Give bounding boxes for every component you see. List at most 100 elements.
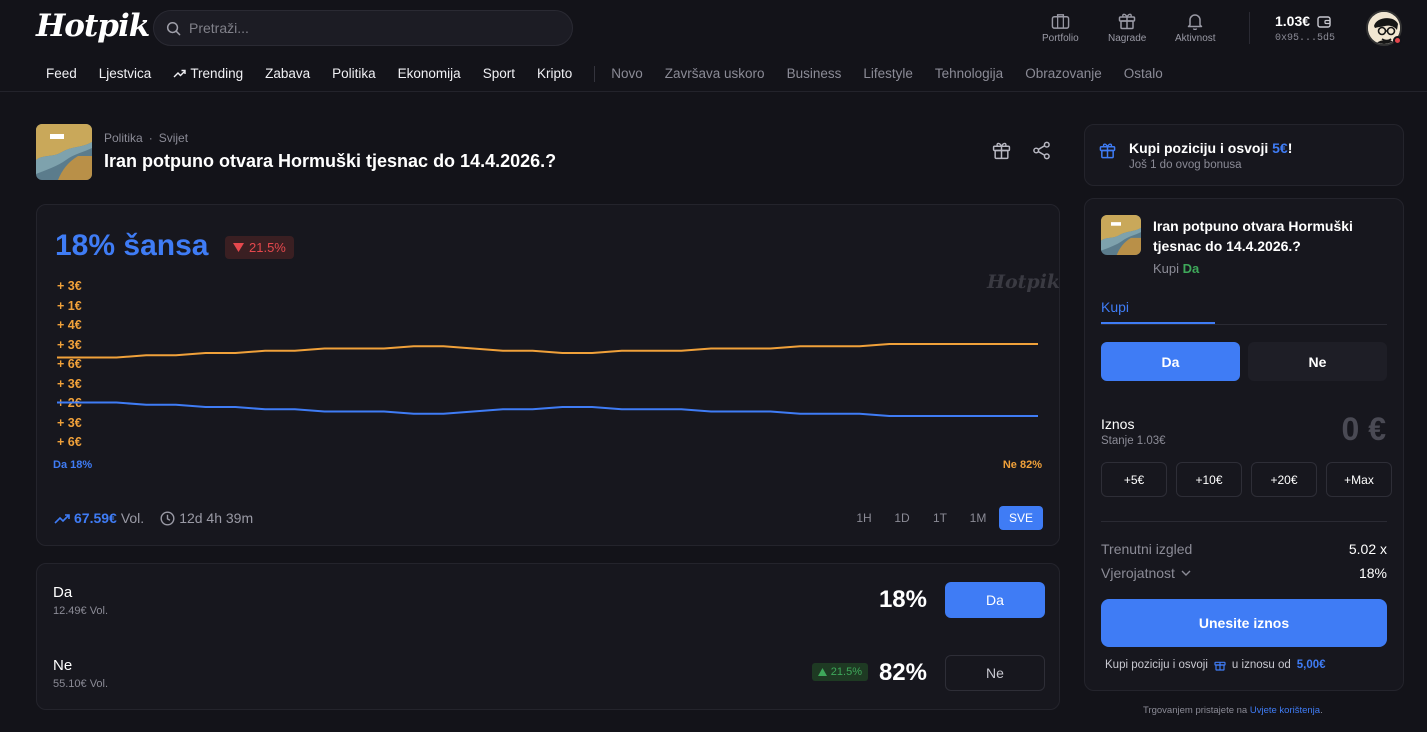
share-icon <box>1033 141 1050 160</box>
ticker-item: + 1€ <box>57 298 82 313</box>
notification-dot <box>1393 36 1402 45</box>
outcome-volume: 55.10€ Vol. <box>53 678 109 690</box>
outcome-row-da: Da 12.49€ Vol. 18% Da <box>37 564 1061 637</box>
legend-ne: Ne 82% <box>1002 459 1042 471</box>
terms-end: . <box>1320 705 1323 716</box>
outcome-volume: 12.49€ Vol. <box>53 605 109 617</box>
nav-lifestyle[interactable]: Lifestyle <box>863 66 913 81</box>
nav-feed[interactable]: Feed <box>46 66 77 81</box>
clock-icon <box>160 510 175 526</box>
price-chart <box>57 343 1038 417</box>
nav-ekonomija[interactable]: Ekonomija <box>397 66 461 81</box>
search-bar[interactable] <box>153 10 573 46</box>
nav-zabava[interactable]: Zabava <box>265 66 311 81</box>
trade-side-value: Da <box>1182 261 1200 276</box>
trade-panel: Iran potpuno otvara Hormuški tjesnac do … <box>1084 198 1404 691</box>
promo-title-text: Kupi poziciju i osvoji <box>1129 140 1273 156</box>
side-da-button[interactable]: Da <box>1101 342 1240 381</box>
market-title: Iran potpuno otvara Hormuški tjesnac do … <box>104 151 557 171</box>
nav-tehnologija[interactable]: Tehnologija <box>934 66 1004 81</box>
trade-side-label: Kupi <box>1153 261 1180 276</box>
breadcrumb-subcategory[interactable]: Svijet <box>158 131 189 145</box>
outcome-change-value: 21.5% <box>830 666 862 678</box>
trade-ticker: + 3€ + 1€ + 4€ + 3€ + 6€ + 3€ + 2€ + 3€ … <box>57 277 82 453</box>
quick-add-10[interactable]: +10€ <box>1176 462 1242 497</box>
share-button[interactable] <box>1032 141 1051 165</box>
divider <box>1101 521 1387 522</box>
outcome-name: Da <box>53 584 73 601</box>
search-input[interactable] <box>189 20 549 36</box>
quick-add-5[interactable]: +5€ <box>1101 462 1167 497</box>
promo-amount: 5€ <box>1272 140 1288 156</box>
nav-politika[interactable]: Politika <box>332 66 376 81</box>
promo-title-end: ! <box>1287 140 1293 156</box>
terms-text: Trgovanjem pristajete na <box>1143 705 1250 716</box>
nav-novo[interactable]: Novo <box>611 66 643 81</box>
wallet-balance[interactable]: 1.03€ 0x95...5d5 <box>1275 13 1335 44</box>
market-thumbnail <box>1101 215 1141 255</box>
bonus-note: Kupi poziciju i osvoji u iznosu od 5,00€ <box>1105 659 1326 671</box>
amount-label: Iznos <box>1101 416 1135 432</box>
range-1t[interactable]: 1T <box>923 506 957 530</box>
nav-obrazovanje[interactable]: Obrazovanje <box>1025 66 1102 81</box>
range-1m[interactable]: 1M <box>961 506 995 530</box>
range-sve[interactable]: SVE <box>999 506 1043 530</box>
portfolio-label: Portfolio <box>1042 33 1079 44</box>
terms-link[interactable]: Uvjete korištenja <box>1249 705 1321 716</box>
nav-ostalo[interactable]: Ostalo <box>1123 66 1163 81</box>
arrow-up-icon <box>817 668 827 676</box>
outcome-change-badge: 21.5% <box>811 663 868 681</box>
range-1h[interactable]: 1H <box>847 506 881 530</box>
nav-ljestvica[interactable]: Ljestvica <box>98 66 152 81</box>
nav-sport[interactable]: Sport <box>482 66 515 81</box>
ticker-item: + 3€ <box>57 376 82 391</box>
aktivnost-label: Aktivnost <box>1175 33 1216 44</box>
nagrade-link[interactable]: Nagrade <box>1108 12 1146 44</box>
ticker-item: + 3€ <box>57 279 82 293</box>
terms-note: Trgovanjem pristajete na Uvjete korišten… <box>1143 705 1323 716</box>
promo-card: Kupi poziciju i osvoji 5€! Još 1 do ovog… <box>1084 124 1404 186</box>
gift-button[interactable] <box>992 141 1011 165</box>
quick-add-max[interactable]: +Max <box>1326 462 1392 497</box>
buy-da-button[interactable]: Da <box>945 582 1045 618</box>
chance-value: 18% šansa <box>55 229 209 262</box>
nav-trending[interactable]: Trending <box>173 66 243 81</box>
side-ne-button[interactable]: Ne <box>1248 342 1387 381</box>
nav-zavrsava-uskoro[interactable]: Završava uskoro <box>664 66 765 81</box>
balance-info: Stanje 1.03€ <box>1101 435 1166 447</box>
gift-icon <box>1214 661 1226 671</box>
nav-business[interactable]: Business <box>786 66 842 81</box>
time-left: 12d 4h 39m <box>179 510 254 526</box>
quick-add-20[interactable]: +20€ <box>1251 462 1317 497</box>
breadcrumb-category[interactable]: Politika <box>104 131 143 145</box>
gift-icon <box>1118 13 1136 30</box>
series-line-da <box>57 401 1038 417</box>
payout-label: Trenutni izgled <box>1101 541 1193 557</box>
outcome-name: Ne <box>53 657 73 674</box>
ticker-item: + 6€ <box>57 435 82 449</box>
chart-card: 18% šansa 21.5% + 3€ + 1€ + 4€ + 3€ + 6€… <box>36 204 1060 546</box>
probability-label: Vjerojatnost <box>1101 565 1191 581</box>
balance-value: 1.03€ <box>1275 13 1311 29</box>
nav-kripto[interactable]: Kripto <box>536 66 573 81</box>
buy-ne-button[interactable]: Ne <box>945 655 1045 691</box>
probability-row[interactable]: Vjerojatnost 18% <box>1101 565 1387 581</box>
header-divider <box>1249 12 1250 44</box>
amount-input[interactable]: 0 € <box>1341 411 1386 447</box>
tab-kupi[interactable]: Kupi <box>1101 299 1130 315</box>
avatar-image <box>1368 12 1400 44</box>
wallet-address: 0x95...5d5 <box>1275 33 1336 44</box>
submit-button[interactable]: Unesite iznos <box>1101 599 1387 647</box>
range-1d[interactable]: 1D <box>885 506 919 530</box>
ticker-item: + 3€ <box>57 415 82 430</box>
logo[interactable]: Hotpik <box>36 8 150 44</box>
range-selector: 1H 1D 1T 1M SVE <box>847 506 1043 530</box>
quick-amounts: +5€ +10€ +20€ +Max <box>1101 462 1392 497</box>
nav-trending-label: Trending <box>190 66 244 81</box>
promo-subtitle: Još 1 do ovog bonusa <box>1129 159 1242 171</box>
ticker-item: + 3€ <box>57 337 82 352</box>
portfolio-link[interactable]: Portfolio <box>1042 12 1079 44</box>
outcomes-card: Da 12.49€ Vol. 18% Da Ne 55.10€ Vol. 21.… <box>36 563 1060 710</box>
tab-active-indicator <box>1101 322 1215 324</box>
aktivnost-link[interactable]: Aktivnost <box>1175 12 1216 44</box>
